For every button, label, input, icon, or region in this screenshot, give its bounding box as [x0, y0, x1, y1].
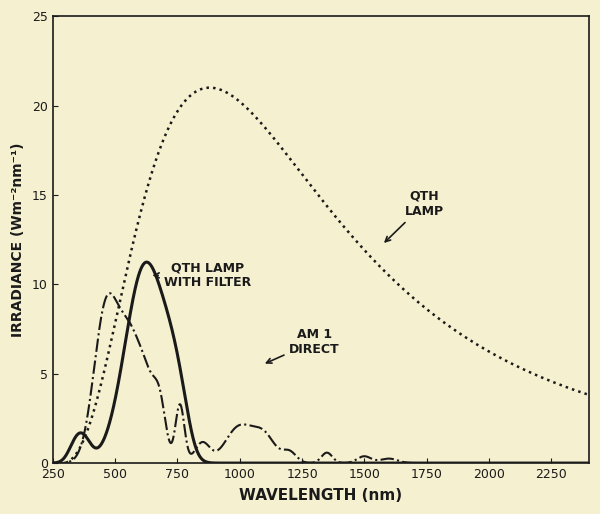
X-axis label: WAVELENGTH (nm): WAVELENGTH (nm)	[239, 488, 403, 503]
Text: QTH LAMP
WITH FILTER: QTH LAMP WITH FILTER	[154, 261, 251, 289]
Text: QTH
LAMP: QTH LAMP	[385, 190, 444, 242]
Text: AM 1
DIRECT: AM 1 DIRECT	[266, 327, 340, 363]
Y-axis label: IRRADIANCE (Wm⁻²nm⁻¹): IRRADIANCE (Wm⁻²nm⁻¹)	[11, 142, 25, 337]
